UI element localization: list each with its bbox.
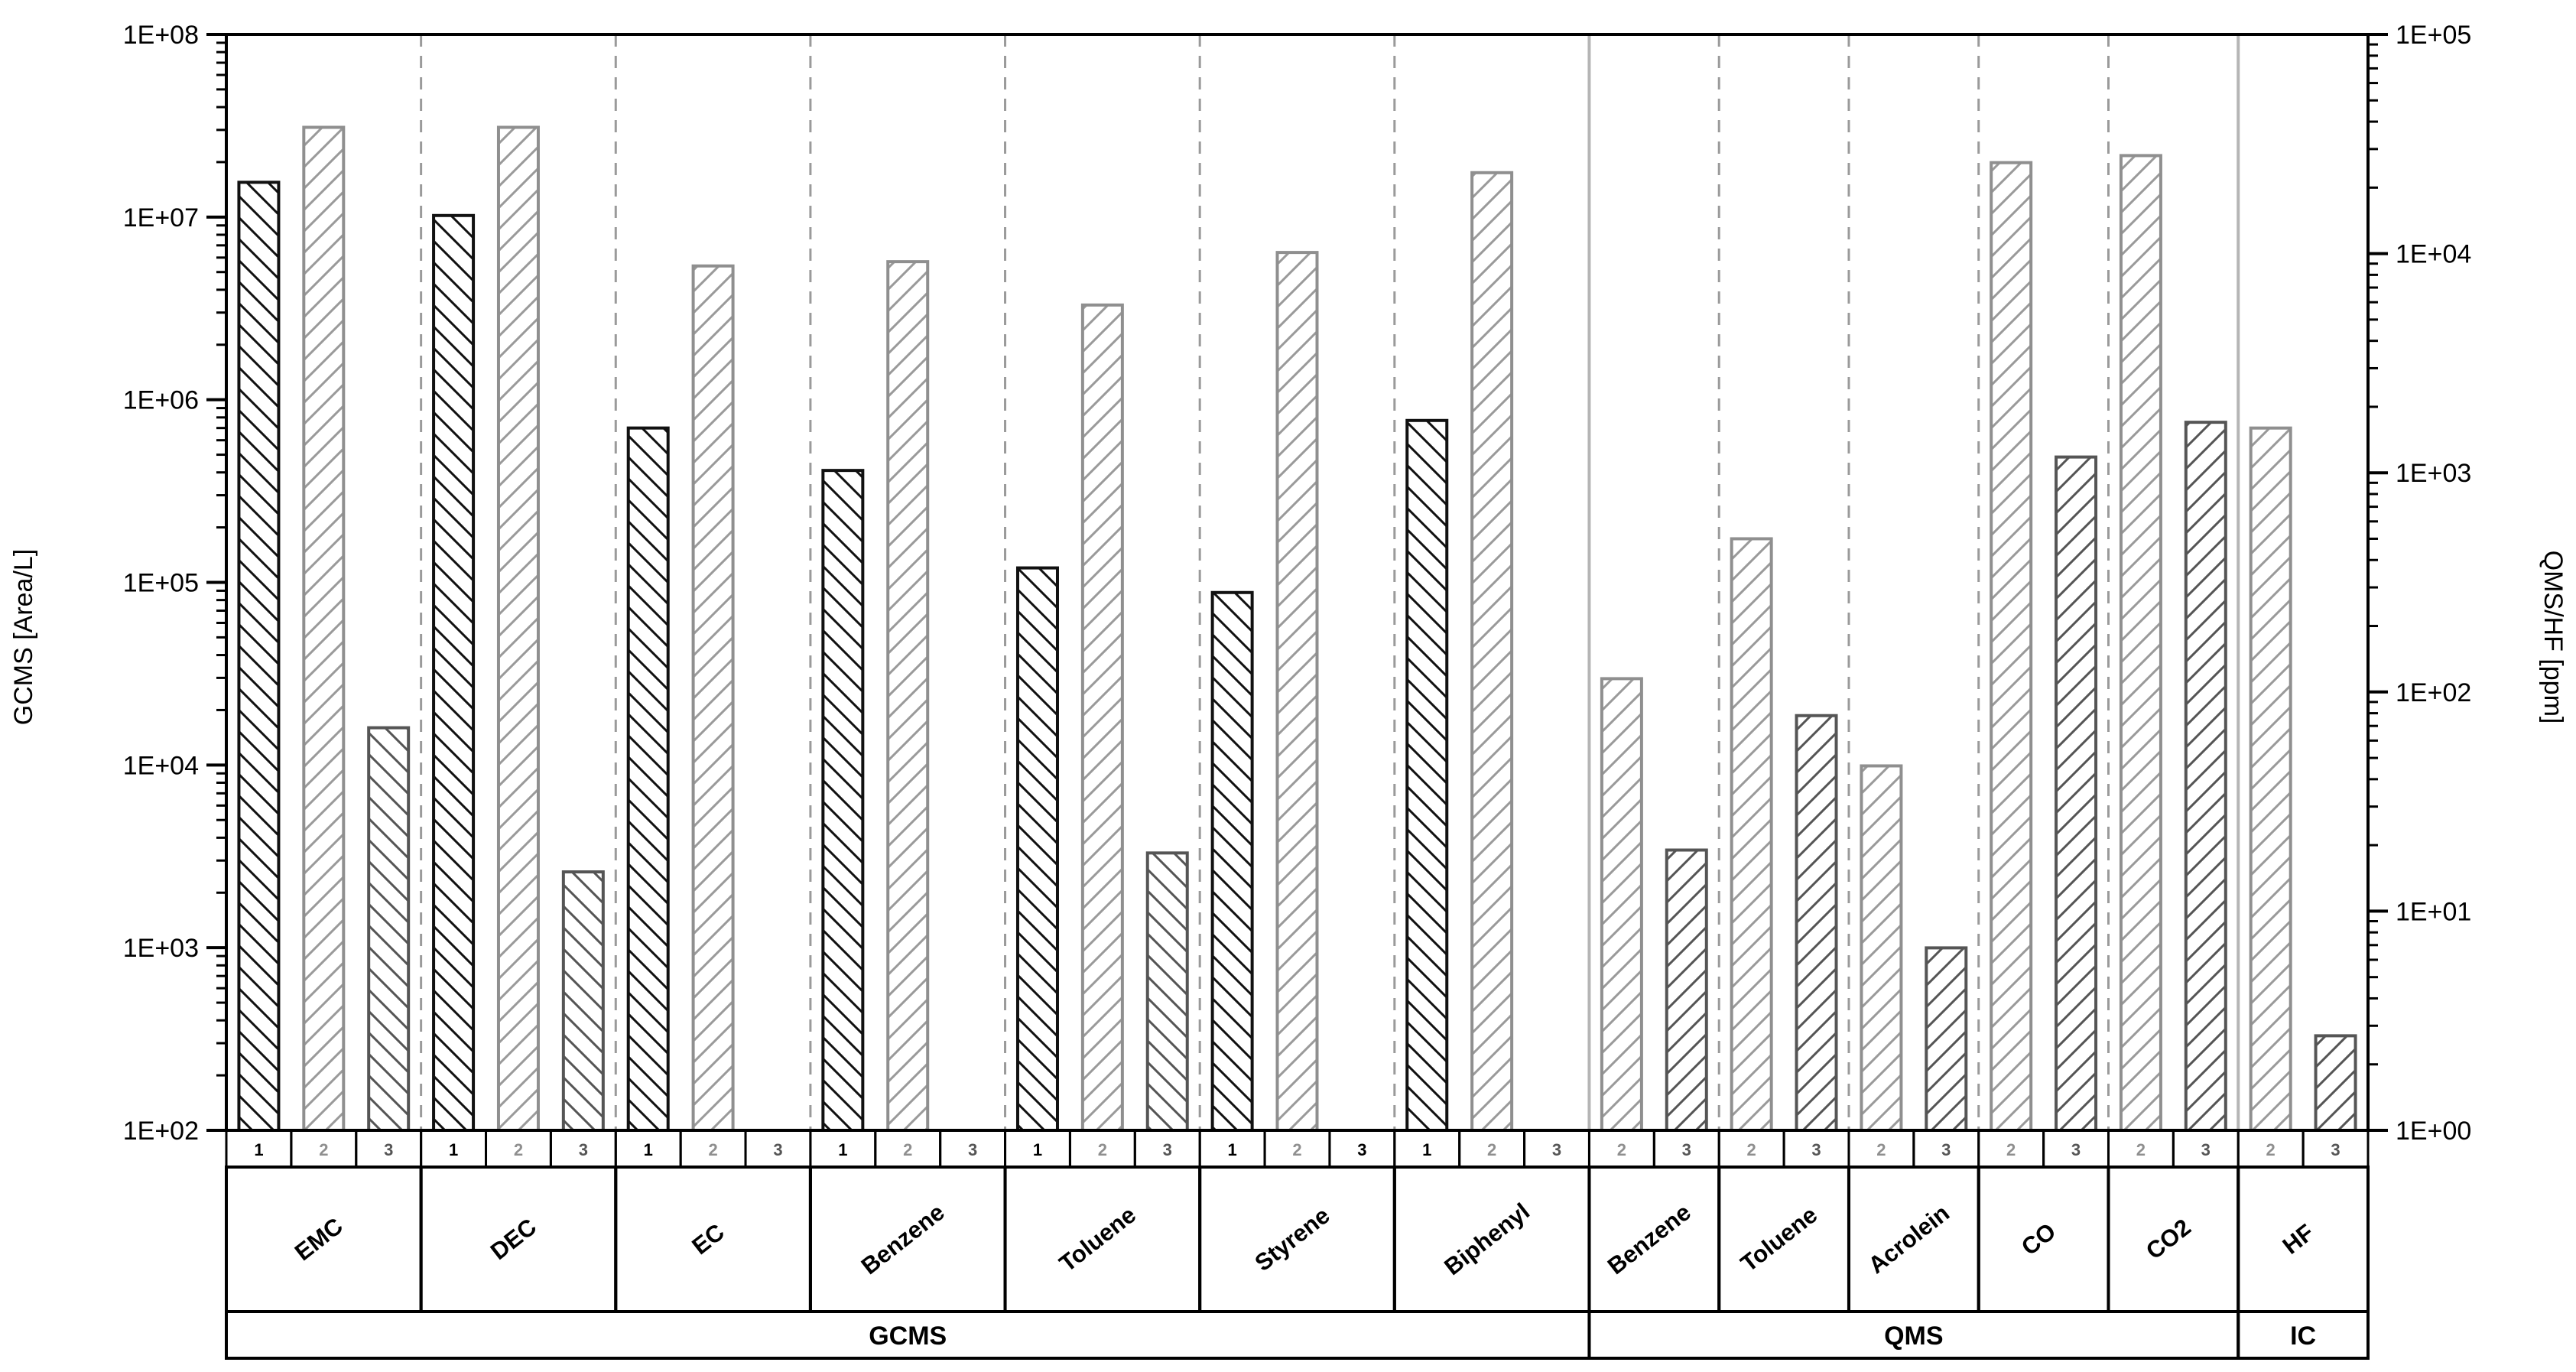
slot-label: 3 [1941,1140,1951,1159]
bar [1730,537,1773,1132]
slot-label: 3 [1811,1140,1821,1159]
slot-label: 2 [903,1140,912,1159]
right-axis-title: QMS/HF [ppm] [2539,551,2568,724]
component-label: HF [2278,1219,2319,1260]
label-table: 1 2 3 1 2 3 1 2 3 1 2 3 1 2 3 1 2 3 1 2 3 2 3 2 3 2 3 2 3 2 3 2 3 EMC DEC E… [225,1129,2370,1360]
group-cell [2237,1310,2370,1360]
slot-label: 3 [1552,1140,1561,1159]
right-tick-label: 1E+05 [2396,21,2471,50]
slot-label: 1 [449,1140,458,1159]
slot-label: 3 [773,1140,782,1159]
component-label: Biphenyl [1439,1198,1535,1280]
bar [1925,946,1968,1133]
left-tick-label: 1E+05 [123,569,199,598]
bar [1275,251,1319,1132]
bar [821,469,865,1132]
slot-label: 3 [2201,1140,2211,1159]
right-tick-label: 1E+01 [2396,897,2471,926]
component-label: Acrolein [1863,1199,1954,1279]
bar [1015,566,1059,1132]
slot-label: 2 [1617,1140,1626,1159]
bar [1990,161,2033,1133]
slot-label: 3 [384,1140,393,1159]
bar [1470,171,1514,1133]
bar [1405,418,1449,1132]
bar [2314,1034,2357,1132]
component-label: Benzene [856,1198,950,1279]
bar [1860,764,1903,1132]
bar [1080,303,1124,1132]
slot-label: 3 [1357,1140,1366,1159]
component-label: DEC [486,1213,541,1265]
bar [367,726,411,1132]
bar [1665,848,1708,1133]
slot-label: 1 [644,1140,653,1159]
group-label: QMS [1884,1322,1943,1351]
component-label: CO [2016,1218,2061,1260]
bar [2184,421,2227,1132]
bar [1600,677,1643,1132]
component-label: CO2 [2141,1214,2196,1265]
bar [626,426,670,1132]
slot-label: 2 [2136,1140,2146,1159]
left-tick-label: 1E+02 [123,1117,199,1146]
slot-label: 3 [968,1140,977,1159]
left-tick-label: 1E+04 [123,751,199,780]
bar [886,260,930,1132]
bar [302,125,346,1133]
slot-label: 2 [2006,1140,2016,1159]
bar [691,264,735,1133]
bars [237,125,2357,1133]
slot-label: 3 [1682,1140,1691,1159]
bar [237,180,281,1133]
bar [561,870,605,1133]
slot-label: 2 [1487,1140,1496,1159]
slot-label: 2 [1747,1140,1756,1159]
slot-label: 2 [2266,1140,2276,1159]
slot-label: 1 [1227,1140,1236,1159]
slot-label: 3 [1163,1140,1172,1159]
component-label: EC [687,1218,729,1260]
bar [432,213,476,1133]
left-tick-label: 1E+03 [123,934,199,963]
bar [2055,455,2098,1132]
right-tick-label: 1E+04 [2396,240,2471,269]
group-label: GCMS [869,1322,947,1351]
slot-label: 3 [579,1140,588,1159]
slot-label: 2 [319,1140,328,1159]
slot-label: 1 [254,1140,263,1159]
component-label: Styrene [1249,1201,1334,1276]
component-label: Toluene [1054,1201,1141,1277]
group-label: IC [2290,1322,2316,1351]
right-tick-label: 1E+00 [2396,1117,2471,1146]
bar [1210,590,1254,1132]
slot-label: 2 [1098,1140,1107,1159]
bar [1795,714,1838,1132]
slot-label: 1 [1422,1140,1431,1159]
right-tick-label: 1E+03 [2396,459,2471,488]
slot-label: 2 [1292,1140,1301,1159]
slot-label: 1 [1033,1140,1042,1159]
slot-label: 1 [838,1140,847,1159]
left-tick-label: 1E+06 [123,386,199,415]
slot-label: 2 [1876,1140,1886,1159]
bar [496,125,540,1133]
left-axis-title: GCMS [Area/L] [9,549,38,726]
slot-label: 2 [708,1140,717,1159]
bar [1145,851,1189,1132]
slot-label: 2 [514,1140,523,1159]
axes: 1E+02 1E+03 1E+04 1E+05 1E+06 1E+07 1E+08 1E+00… [123,21,2472,1146]
slot-label: 3 [2071,1140,2081,1159]
component-label: EMC [290,1212,348,1266]
component-label: Toluene [1736,1201,1822,1277]
left-tick-label: 1E+08 [123,21,199,50]
slot-label: 3 [2331,1140,2340,1159]
bar [2119,154,2162,1133]
component-label: Benzene [1603,1198,1696,1279]
left-tick-label: 1E+07 [123,203,199,232]
separators [420,34,2240,1130]
right-tick-label: 1E+02 [2396,678,2471,707]
bar [2249,426,2292,1132]
